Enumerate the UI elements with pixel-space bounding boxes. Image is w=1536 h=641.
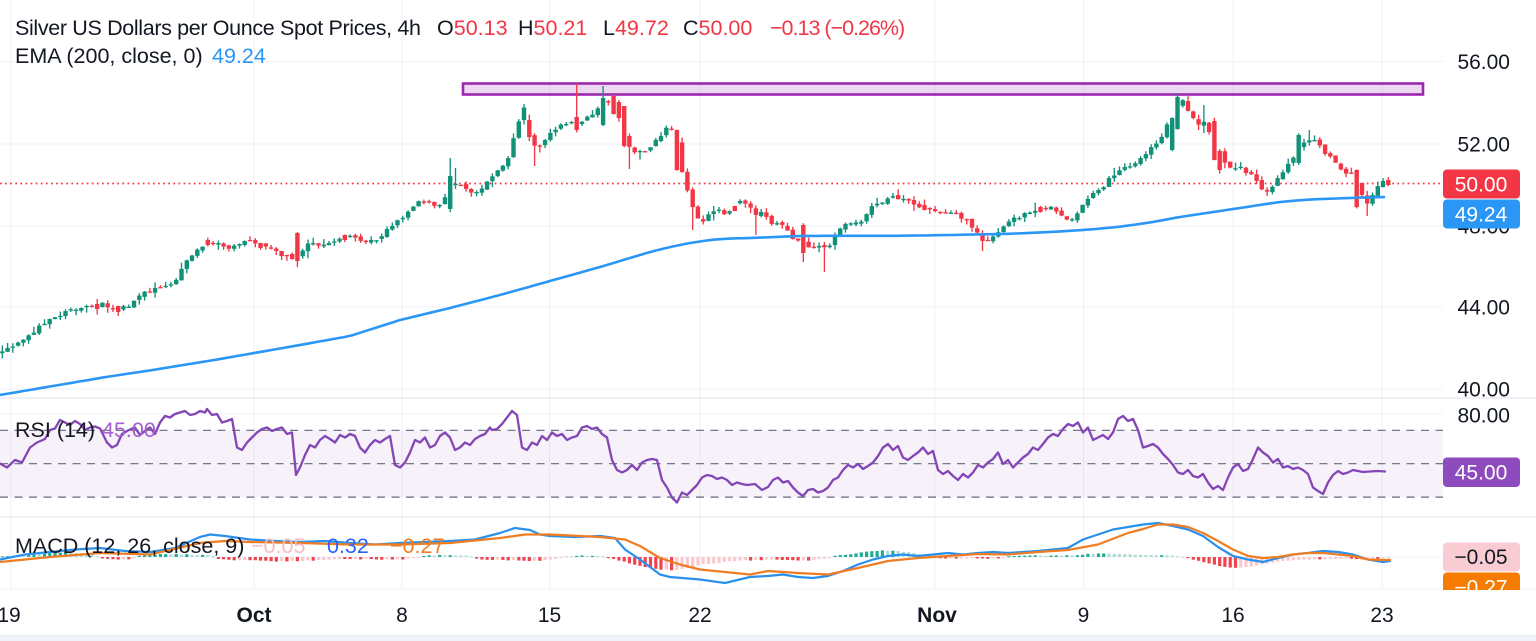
- svg-text:15: 15: [538, 604, 561, 627]
- svg-text:−0.05: −0.05: [1454, 546, 1507, 569]
- svg-text:19: 19: [0, 604, 21, 627]
- svg-text:RSI (14): RSI (14): [15, 418, 95, 442]
- svg-text:45.00: 45.00: [1455, 462, 1508, 485]
- svg-text:−0.05: −0.05: [251, 534, 305, 558]
- svg-text:MACD (12, 26, close, 9): MACD (12, 26, close, 9): [15, 534, 244, 558]
- svg-text:49.24: 49.24: [212, 44, 266, 68]
- svg-text:40.00: 40.00: [1457, 379, 1510, 402]
- svg-text:9: 9: [1078, 604, 1090, 627]
- svg-text:50.00: 50.00: [1455, 174, 1508, 197]
- svg-text:23: 23: [1370, 604, 1393, 627]
- svg-text:52.00: 52.00: [1457, 134, 1510, 157]
- svg-text:−0.27: −0.27: [390, 534, 444, 558]
- svg-text:EMA (200, close, 0): EMA (200, close, 0): [15, 44, 203, 68]
- svg-text:Nov: Nov: [917, 604, 957, 627]
- svg-text:L49.72: L49.72: [603, 16, 669, 40]
- svg-text:−0.13 (−0.26%): −0.13 (−0.26%): [770, 16, 904, 40]
- svg-text:45.00: 45.00: [102, 418, 156, 442]
- svg-text:Oct: Oct: [236, 604, 271, 627]
- svg-text:22: 22: [688, 604, 711, 627]
- svg-text:16: 16: [1221, 604, 1244, 627]
- svg-text:Silver US Dollars per Ounce Sp: Silver US Dollars per Ounce Spot Prices,…: [15, 16, 421, 40]
- svg-text:8: 8: [396, 604, 408, 627]
- svg-text:0.32: 0.32: [327, 534, 369, 558]
- svg-text:C50.00: C50.00: [683, 16, 752, 40]
- svg-text:44.00: 44.00: [1457, 297, 1510, 320]
- svg-text:56.00: 56.00: [1457, 51, 1510, 74]
- svg-text:49.24: 49.24: [1455, 204, 1508, 227]
- svg-text:H50.21: H50.21: [518, 16, 587, 40]
- svg-text:80.00: 80.00: [1457, 405, 1510, 428]
- svg-text:−0.27: −0.27: [1454, 577, 1507, 600]
- svg-text:O50.13: O50.13: [437, 16, 508, 40]
